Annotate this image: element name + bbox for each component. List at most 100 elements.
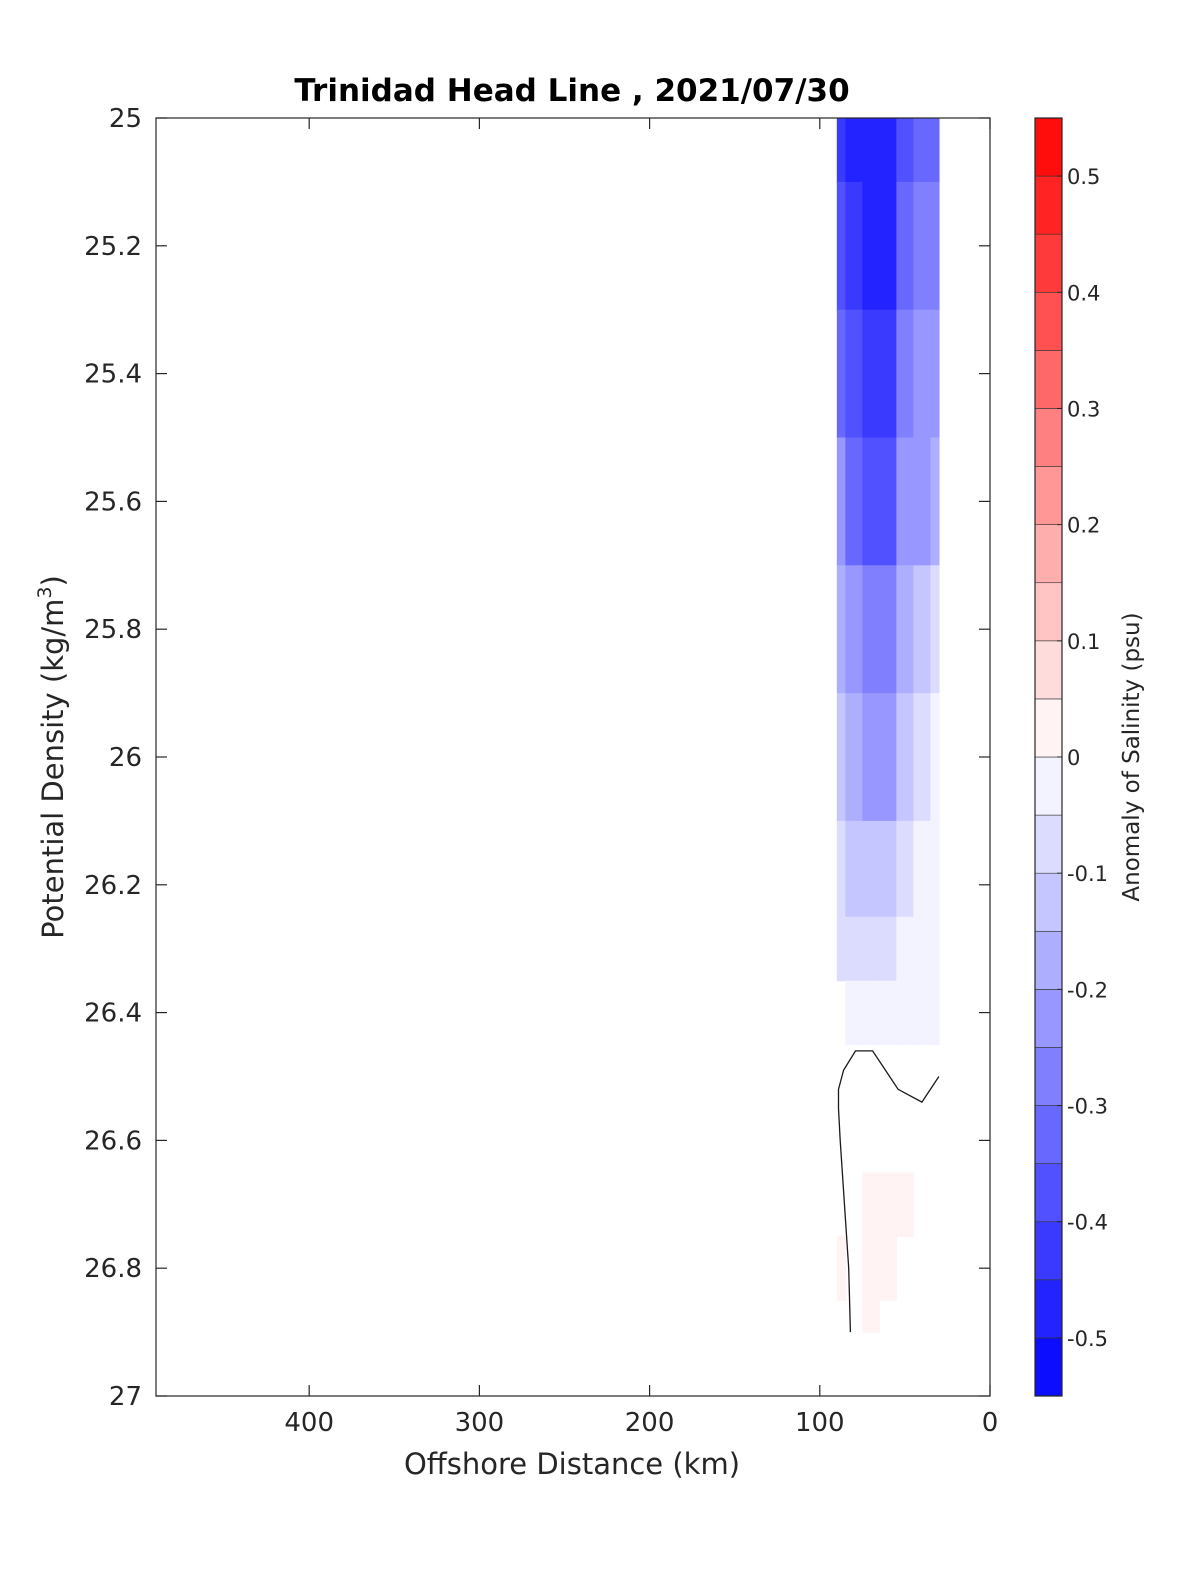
- colorbar-label: Anomaly of Salinity (psu): [1119, 612, 1145, 901]
- heatmap-cell: [930, 916, 940, 982]
- colorbar-bin: [1034, 989, 1063, 1048]
- heatmap-cell: [862, 820, 880, 918]
- chart-title: Trinidad Head Line , 2021/07/30: [294, 73, 849, 109]
- colorbar-bin: [1034, 175, 1063, 235]
- heatmap-cell: [862, 437, 880, 566]
- heatmap-cell: [836, 916, 846, 982]
- heatmap-cell: [845, 980, 863, 1046]
- y-tick-label: 25: [109, 104, 142, 134]
- heatmap-cell: [845, 565, 863, 694]
- heatmap-cell: [896, 916, 915, 982]
- colorbar-bin: [1034, 1047, 1063, 1106]
- heatmap-cell: [913, 181, 932, 311]
- colorbar-tick-label: 0.4: [1067, 281, 1100, 305]
- heatmap-cell: [879, 820, 897, 918]
- colorbar-bin: [1034, 1279, 1063, 1339]
- heatmap-cell: [913, 437, 932, 566]
- heatmap-cell: [836, 437, 846, 566]
- heatmap-cell: [879, 1236, 897, 1301]
- colorbar-bin: [1034, 291, 1063, 351]
- heatmap-cell: [836, 693, 846, 822]
- x-tick-label: 100: [795, 1408, 845, 1438]
- heatmap-cell: [836, 181, 846, 311]
- heatmap-cell: [896, 693, 915, 822]
- y-axis-ticks: 25 25.2 25.4 25.6 25.8 26 26.2 26.4 26.6 26.8 27: [84, 104, 990, 1412]
- colorbar-bin: [1034, 350, 1063, 409]
- colorbar-bin: [1034, 814, 1063, 874]
- y-tick-label: 27: [109, 1382, 142, 1412]
- heatmap-cell: [930, 181, 940, 311]
- heatmap-cell: [879, 309, 897, 439]
- heatmap-cell: [862, 980, 880, 1046]
- colorbar-ticks: 0.5 0.4 0.3 0.2 0.1 0 -0.1 -0.2 -0.3 -0.4 -0.5: [1057, 165, 1108, 1351]
- colorbar: 0.5 0.4 0.3 0.2 0.1 0 -0.1 -0.2 -0.3 -0.4 -0.5: [1034, 117, 1108, 1397]
- x-tick-label: 300: [455, 1408, 505, 1438]
- heatmap-cell: [879, 565, 897, 694]
- heatmap-cell: [896, 437, 915, 566]
- heatmap-cell: [845, 309, 863, 439]
- heatmap-cell: [913, 565, 932, 694]
- x-tick-label: 200: [625, 1408, 675, 1438]
- colorbar-bin: [1034, 1221, 1063, 1281]
- heatmap-cell: [896, 181, 915, 311]
- heatmap-cell: [862, 181, 880, 311]
- heatmap-cell: [879, 693, 897, 822]
- heatmap-cell: [896, 1172, 915, 1237]
- colorbar-bin: [1034, 466, 1063, 525]
- heatmap-cell: [913, 118, 932, 183]
- y-tick-label: 25.8: [84, 615, 142, 645]
- heatmap-cell: [845, 437, 863, 566]
- heatmap-cell: [913, 980, 932, 1046]
- colorbar-bin: [1034, 1337, 1063, 1397]
- heatmap-cell: [896, 820, 915, 918]
- heatmap-cell: [845, 916, 863, 982]
- heatmap-cells: [836, 118, 940, 1333]
- x-tick-label: 0: [982, 1408, 999, 1438]
- colorbar-bin: [1034, 117, 1063, 177]
- heatmap-cell: [836, 118, 846, 183]
- heatmap-cell: [930, 980, 940, 1046]
- heatmap-cell: [879, 118, 897, 183]
- heatmap-cell: [913, 693, 932, 822]
- heatmap-cell: [845, 820, 863, 918]
- heatmap-cell: [862, 565, 880, 694]
- colorbar-tick-label: 0: [1067, 746, 1080, 770]
- x-axis-label: Offshore Distance (km): [404, 1447, 740, 1481]
- colorbar-bin: [1034, 524, 1063, 584]
- heatmap-cell: [845, 693, 863, 822]
- heatmap-cell: [930, 565, 940, 694]
- y-tick-label: 26: [109, 743, 142, 773]
- heatmap-cell: [836, 1236, 846, 1301]
- heatmap-cell: [845, 181, 863, 311]
- colorbar-tick-label: -0.3: [1067, 1095, 1108, 1119]
- y-tick-label: 26.8: [84, 1254, 142, 1284]
- heatmap-cell: [879, 181, 897, 311]
- heatmap-cell: [879, 916, 897, 982]
- y-tick-label: 26.4: [84, 999, 142, 1029]
- colorbar-bins: [1034, 117, 1063, 1397]
- colorbar-bin: [1034, 1163, 1063, 1223]
- heatmap-cell: [930, 820, 940, 918]
- heatmap-cell: [896, 980, 915, 1046]
- colorbar-bin: [1034, 408, 1063, 467]
- x-axis-ticks: 400 300 200 100 0: [284, 118, 998, 1438]
- colorbar-bin: [1034, 1105, 1063, 1164]
- heatmap-cell: [879, 437, 897, 566]
- colorbar-bin: [1034, 233, 1063, 293]
- heatmap-cell: [862, 1300, 880, 1333]
- colorbar-tick-label: -0.4: [1067, 1211, 1108, 1235]
- heatmap-cell: [930, 693, 940, 822]
- y-tick-label: 26.2: [84, 871, 142, 901]
- heatmap-cell: [930, 437, 940, 566]
- heatmap-cell: [896, 309, 915, 439]
- y-tick-label: 25.4: [84, 360, 142, 390]
- y-axis-label: Potential Density (kg/m3): [34, 575, 70, 939]
- heatmap-cell: [862, 1236, 880, 1301]
- colorbar-bin: [1034, 872, 1063, 932]
- y-tick-label: 25.6: [84, 487, 142, 517]
- heatmap-cell: [862, 916, 880, 982]
- heatmap-cell: [836, 820, 846, 918]
- x-tick-label: 400: [284, 1408, 334, 1438]
- colorbar-bin: [1034, 698, 1063, 758]
- heatmap-cell: [913, 309, 932, 439]
